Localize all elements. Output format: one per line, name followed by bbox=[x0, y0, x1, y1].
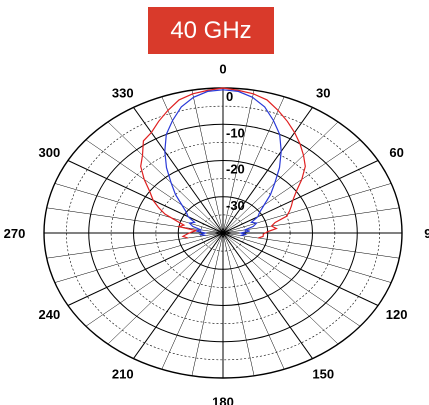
spoke-major-60 bbox=[222, 160, 379, 234]
spoke-minor-310 bbox=[85, 139, 224, 234]
spoke-minor-110 bbox=[222, 232, 392, 283]
angle-tick-label: 210 bbox=[112, 367, 134, 382]
spoke-minor-70 bbox=[222, 183, 392, 234]
polar-grid bbox=[43, 87, 403, 379]
spoke-minor-140 bbox=[222, 232, 339, 345]
spoke-minor-170 bbox=[222, 232, 255, 376]
spoke-minor-220 bbox=[107, 232, 224, 345]
angle-tick-label: 0 bbox=[219, 62, 226, 77]
spoke-minor-350 bbox=[191, 90, 224, 234]
spoke-minor-280 bbox=[46, 207, 224, 234]
spoke-minor-130 bbox=[222, 232, 361, 327]
spoke-major-330 bbox=[133, 107, 224, 234]
radial-tick-label: -10 bbox=[226, 125, 245, 140]
angle-tick-label: 150 bbox=[312, 367, 334, 382]
spoke-minor-50 bbox=[222, 139, 361, 234]
angle-tick-label: 120 bbox=[386, 307, 408, 322]
spoke-minor-250 bbox=[54, 232, 224, 283]
spoke-minor-260 bbox=[46, 232, 224, 259]
chart-title: 40 GHz bbox=[148, 7, 274, 54]
spoke-major-150 bbox=[222, 232, 313, 359]
spoke-minor-40 bbox=[222, 121, 339, 234]
series-layer bbox=[140, 87, 306, 239]
spoke-major-240 bbox=[67, 232, 224, 306]
spoke-minor-190 bbox=[191, 232, 224, 376]
radial-tick-label: -20 bbox=[226, 162, 245, 177]
angle-tick-label: 240 bbox=[39, 307, 61, 322]
series-line-1 bbox=[164, 89, 282, 237]
angle-tick-label: 180 bbox=[212, 394, 234, 405]
spoke-minor-200 bbox=[161, 232, 224, 370]
spoke-major-120 bbox=[222, 232, 379, 306]
radial-tick-label: -30 bbox=[226, 198, 245, 213]
angle-tick-label: 60 bbox=[389, 145, 403, 160]
angle-tick-label: 30 bbox=[316, 85, 330, 100]
spoke-minor-100 bbox=[222, 232, 400, 259]
spoke-minor-10 bbox=[222, 90, 255, 234]
spoke-major-300 bbox=[67, 160, 224, 234]
series-line-0 bbox=[140, 87, 306, 239]
spoke-minor-290 bbox=[54, 183, 224, 234]
spoke-minor-230 bbox=[85, 232, 224, 327]
angle-tick-label: 300 bbox=[39, 145, 61, 160]
angle-tick-label: 90 bbox=[424, 226, 429, 241]
spoke-minor-160 bbox=[222, 232, 285, 370]
axis-labels: 0 30 60 90 120 150 180 210 240 270 300 330 0 -10 -20 -3… bbox=[4, 62, 429, 405]
radial-tick-label: 0 bbox=[226, 89, 233, 104]
spoke-minor-20 bbox=[222, 96, 285, 234]
spoke-major-210 bbox=[133, 232, 224, 359]
spoke-minor-80 bbox=[222, 207, 400, 234]
angle-tick-label: 330 bbox=[112, 85, 134, 100]
angle-tick-label: 270 bbox=[4, 226, 26, 241]
spoke-minor-340 bbox=[161, 96, 224, 234]
spoke-minor-320 bbox=[107, 121, 224, 234]
spoke-major-30 bbox=[222, 107, 313, 234]
